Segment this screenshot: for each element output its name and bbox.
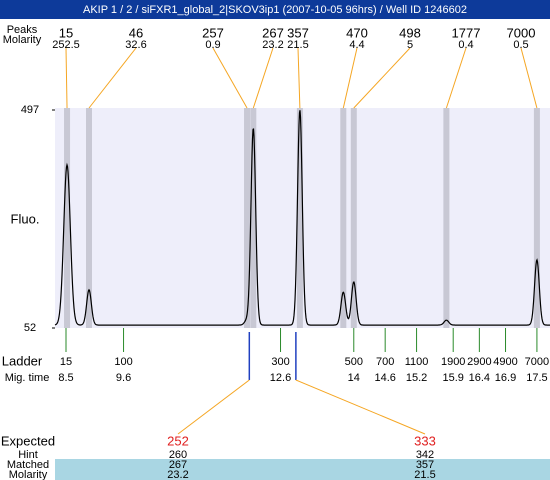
ladder-size: 2900 bbox=[467, 356, 491, 368]
peak-molarity: 32.6 bbox=[125, 39, 146, 51]
y-tick-label: 52 bbox=[24, 322, 36, 334]
peak-connector bbox=[212, 47, 248, 109]
peak-size: 257 bbox=[202, 25, 224, 40]
peak-molarity: 0.4 bbox=[458, 39, 473, 51]
matched-band bbox=[55, 459, 550, 480]
hint-size: 260 bbox=[169, 449, 187, 461]
matched-molarity: 21.5 bbox=[414, 469, 435, 480]
ladder-time: 15.2 bbox=[406, 372, 427, 384]
peak-size: 15 bbox=[59, 25, 73, 40]
peak-molarity: 5 bbox=[407, 39, 413, 51]
matched-molarity: 23.2 bbox=[167, 469, 188, 480]
y-axis-label: Fluo. bbox=[11, 211, 40, 226]
peak-band bbox=[340, 108, 347, 328]
peak-connector bbox=[65, 47, 68, 109]
ladder-size: 300 bbox=[271, 356, 289, 368]
peak-band bbox=[350, 108, 357, 328]
ladder-size: 500 bbox=[345, 356, 363, 368]
peak-band bbox=[86, 108, 93, 328]
ladder-size: 4900 bbox=[493, 356, 517, 368]
peak-size: 357 bbox=[287, 25, 309, 40]
trace bbox=[54, 110, 550, 326]
ladder-time: 16.9 bbox=[495, 372, 516, 384]
ladder-size: 100 bbox=[114, 356, 132, 368]
peak-band bbox=[64, 108, 71, 328]
peak-connector bbox=[445, 47, 467, 109]
peak-connector bbox=[252, 47, 274, 109]
matched-size: 267 bbox=[169, 459, 187, 471]
ladder-size: 7000 bbox=[525, 356, 549, 368]
ladder-time: 8.5 bbox=[58, 372, 73, 384]
matched-label: Matched bbox=[7, 459, 49, 471]
peak-molarity: 23.2 bbox=[262, 39, 283, 51]
peak-size: 267 bbox=[262, 25, 284, 40]
ladder-time: 12.6 bbox=[270, 372, 291, 384]
expected-connector bbox=[177, 379, 250, 435]
expected-connector bbox=[295, 379, 426, 435]
peak-connector bbox=[88, 47, 137, 109]
peak-connector bbox=[353, 47, 411, 109]
ladder-label: Ladder bbox=[2, 353, 43, 368]
title-bar bbox=[0, 0, 550, 19]
ladder-size: 1900 bbox=[441, 356, 465, 368]
ladder-time: 17.5 bbox=[526, 372, 547, 384]
peak-size: 46 bbox=[129, 25, 143, 40]
row-label: Molarity bbox=[3, 34, 42, 46]
peak-molarity: 252.5 bbox=[52, 39, 80, 51]
peak-band bbox=[296, 108, 303, 328]
ladder-time: 16.4 bbox=[469, 372, 490, 384]
ladder-time: 9.6 bbox=[116, 372, 131, 384]
ladder-size: 700 bbox=[376, 356, 394, 368]
peak-size: 7000 bbox=[507, 25, 536, 40]
ladder-time: 14 bbox=[348, 372, 360, 384]
ladder-time: 14.6 bbox=[374, 372, 395, 384]
peak-size: 498 bbox=[399, 25, 421, 40]
ladder-time: 15.9 bbox=[442, 372, 463, 384]
peak-molarity: 0.5 bbox=[513, 39, 528, 51]
ladder-size: 15 bbox=[60, 356, 72, 368]
y-tick-label: 497 bbox=[21, 104, 39, 116]
peak-size: 1777 bbox=[452, 25, 481, 40]
peak-connector bbox=[297, 47, 301, 109]
expected-size: 333 bbox=[414, 433, 436, 448]
peak-molarity: 21.5 bbox=[287, 39, 308, 51]
hint-size: 342 bbox=[416, 449, 434, 461]
molarity-label: Molarity bbox=[9, 469, 48, 480]
ladder-size: 1100 bbox=[405, 356, 429, 368]
expected-size: 252 bbox=[167, 433, 189, 448]
peak-band bbox=[443, 108, 450, 328]
peak-size: 470 bbox=[346, 25, 368, 40]
peak-molarity: 0.9 bbox=[205, 39, 220, 51]
peak-band bbox=[533, 108, 540, 328]
peak-molarity: 4.4 bbox=[349, 39, 364, 51]
peak-band bbox=[250, 108, 257, 328]
ladder-time-label: Mig. time bbox=[5, 372, 50, 384]
peak-band bbox=[244, 108, 251, 328]
expected-label: Expected bbox=[1, 433, 55, 448]
peak-connector bbox=[520, 47, 538, 109]
matched-size: 357 bbox=[416, 459, 434, 471]
title: AKIP 1 / 2 / siFXR1_global_2|SKOV3ip1 (2… bbox=[83, 4, 467, 16]
row-label: Peaks bbox=[7, 24, 38, 36]
hint-label: Hint bbox=[18, 449, 38, 461]
peak-connector bbox=[342, 47, 358, 109]
